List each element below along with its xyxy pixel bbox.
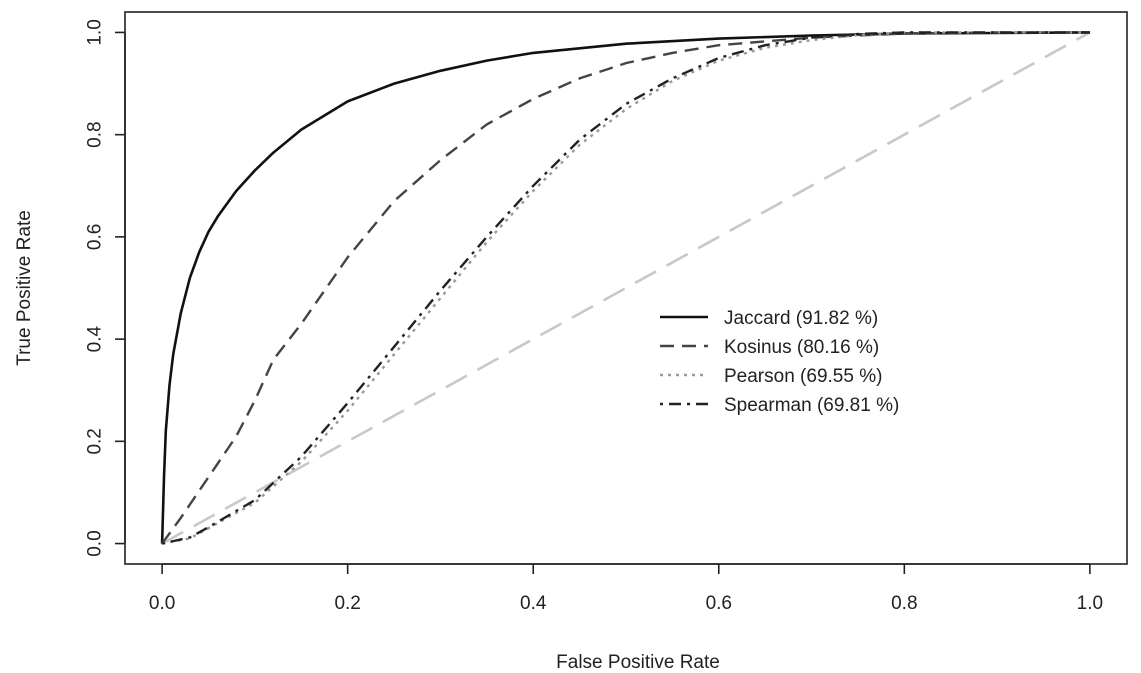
y-tick-label: 0.4 — [85, 325, 106, 352]
legend-label: Jaccard (91.82 %) — [724, 308, 878, 329]
legend-label: Kosinus (80.16 %) — [724, 337, 879, 358]
x-tick-label: 0.4 — [520, 593, 547, 614]
y-tick-label: 0.2 — [85, 428, 106, 454]
series-line-jaccard — [160, 31, 1090, 544]
y-axis: 0.0 0.2 0.4 0.6 0.8 1.0 — [85, 19, 126, 557]
x-tick-label: 0.2 — [334, 593, 360, 614]
x-tick-label: 1.0 — [1077, 593, 1103, 614]
legend-label: Pearson (69.55 %) — [724, 366, 882, 387]
y-axis-label: True Positive Rate — [14, 210, 35, 366]
x-tick-label: 0.8 — [891, 593, 917, 614]
legend: Jaccard (91.82 %) Kosinus (80.16 %) Pearso… — [660, 308, 899, 416]
y-tick-label: 0.6 — [85, 224, 106, 250]
series-line-pearson — [161, 31, 1090, 545]
reference-layer — [161, 31, 1091, 545]
series-line-spearman — [161, 31, 1090, 545]
x-tick-label: 0.0 — [149, 593, 175, 614]
x-axis-label: False Positive Rate — [556, 652, 720, 673]
series-layer — [160, 31, 1090, 545]
y-tick-label: 0.8 — [85, 121, 106, 147]
series-line-kosinus — [161, 31, 1090, 545]
x-tick-label: 0.6 — [706, 593, 732, 614]
y-tick-label: 1.0 — [85, 19, 106, 45]
reference-diagonal-line — [161, 31, 1091, 545]
legend-label: Spearman (69.81 %) — [724, 395, 899, 416]
x-axis: 0.0 0.2 0.4 0.6 0.8 1.0 — [149, 563, 1103, 614]
y-tick-label: 0.0 — [85, 530, 106, 556]
